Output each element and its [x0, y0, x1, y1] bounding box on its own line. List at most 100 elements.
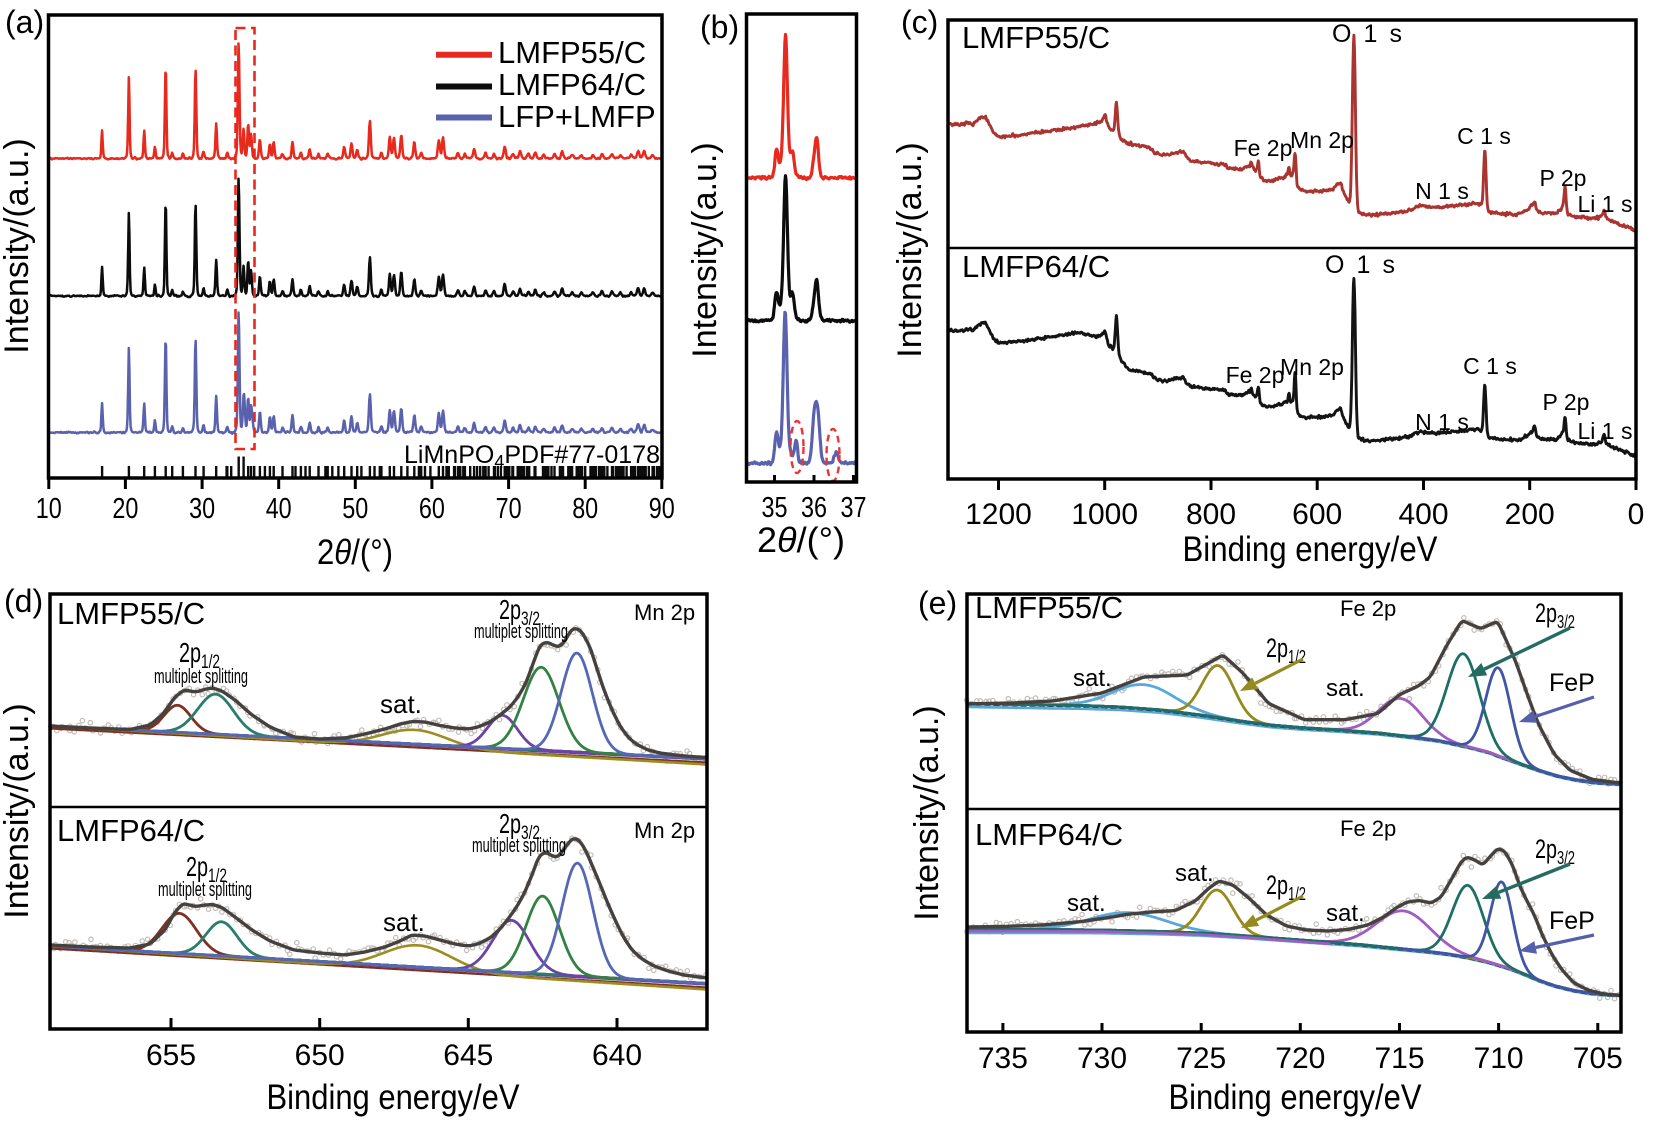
svg-text:1/2: 1/2	[201, 652, 220, 673]
svg-text:Mn 2p: Mn 2p	[1290, 127, 1354, 153]
svg-text:FeP: FeP	[1549, 669, 1595, 697]
svg-text:640: 640	[592, 1039, 642, 1072]
svg-text:1000: 1000	[1071, 498, 1138, 531]
svg-text:Intensity/(a.u.): Intensity/(a.u.)	[891, 142, 929, 357]
svg-text:715: 715	[1374, 1042, 1424, 1075]
svg-text:645: 645	[443, 1039, 493, 1072]
svg-text:725: 725	[1176, 1042, 1226, 1075]
svg-text:sat.: sat.	[1326, 675, 1365, 702]
svg-text:720: 720	[1275, 1042, 1325, 1075]
svg-text:70: 70	[496, 493, 522, 525]
svg-text:36: 36	[801, 492, 827, 524]
svg-text:730: 730	[1077, 1042, 1127, 1075]
svg-text:LiMnPO4PDF#77-0178: LiMnPO4PDF#77-0178	[404, 441, 660, 472]
svg-text:C 1 s: C 1 s	[1457, 123, 1511, 149]
svg-text:multiplet splitting: multiplet splitting	[474, 621, 568, 643]
svg-text:1/2: 1/2	[208, 866, 227, 887]
svg-text:60: 60	[419, 493, 445, 525]
svg-text:2p: 2p	[1266, 633, 1288, 663]
svg-text:LMFP64/C: LMFP64/C	[962, 249, 1110, 284]
svg-text:LMFP55/C: LMFP55/C	[57, 596, 205, 631]
svg-text:Li 1 s: Li 1 s	[1578, 418, 1633, 444]
svg-text:Intensity/(a.u.): Intensity/(a.u.)	[908, 705, 946, 920]
svg-text:P 2p: P 2p	[1543, 389, 1590, 415]
svg-text:(e): (e)	[918, 585, 957, 621]
svg-text:Li 1 s: Li 1 s	[1578, 191, 1633, 217]
svg-text:Mn 2p: Mn 2p	[1280, 354, 1344, 380]
svg-text:1/2: 1/2	[1288, 884, 1306, 904]
svg-text:400: 400	[1398, 498, 1448, 531]
svg-text:2p: 2p	[179, 637, 201, 668]
svg-text:2p: 2p	[499, 594, 521, 625]
svg-text:N 1 s: N 1 s	[1415, 178, 1469, 204]
svg-text:Binding energy/eV: Binding energy/eV	[1169, 1078, 1423, 1117]
svg-text:O 1 s: O 1 s	[1325, 251, 1395, 279]
svg-text:80: 80	[572, 493, 598, 525]
svg-text:Mn 2p: Mn 2p	[634, 818, 695, 843]
svg-text:30: 30	[189, 493, 215, 525]
svg-text:2p: 2p	[186, 851, 208, 882]
svg-text:(b): (b)	[700, 9, 739, 45]
svg-text:90: 90	[649, 493, 675, 525]
svg-text:600: 600	[1292, 498, 1342, 531]
svg-text:650: 650	[295, 1039, 345, 1072]
svg-text:2p: 2p	[1535, 834, 1557, 864]
svg-text:Fe 2p: Fe 2p	[1340, 596, 1396, 621]
svg-text:multiplet splitting: multiplet splitting	[158, 879, 252, 901]
svg-text:LMFP55/C: LMFP55/C	[975, 590, 1123, 625]
svg-text:LFP+LMFP: LFP+LMFP	[498, 99, 656, 134]
svg-text:705: 705	[1573, 1042, 1623, 1075]
svg-text:3/2: 3/2	[521, 609, 540, 630]
svg-text:20: 20	[112, 493, 138, 525]
svg-text:1/2: 1/2	[1288, 647, 1306, 667]
svg-text:2p: 2p	[499, 808, 521, 839]
svg-text:LMFP64/C: LMFP64/C	[498, 67, 646, 102]
svg-text:40: 40	[266, 493, 292, 525]
svg-text:10: 10	[36, 493, 62, 525]
svg-text:3/2: 3/2	[1557, 848, 1575, 868]
svg-text:2p: 2p	[1535, 598, 1557, 628]
svg-text:Binding energy/eV: Binding energy/eV	[267, 1078, 521, 1117]
svg-text:37: 37	[841, 492, 867, 524]
svg-text:multiplet splitting: multiplet splitting	[472, 835, 566, 857]
svg-text:3/2: 3/2	[521, 823, 540, 844]
svg-text:2θ/(°): 2θ/(°)	[757, 521, 845, 560]
svg-text:Intensity/(a.u.): Intensity/(a.u.)	[0, 138, 36, 353]
svg-text:Intensity/(a.u.): Intensity/(a.u.)	[0, 703, 36, 918]
svg-text:50: 50	[342, 493, 368, 525]
svg-text:LMFP55/C: LMFP55/C	[498, 35, 646, 70]
svg-text:0: 0	[1628, 498, 1645, 531]
svg-text:(c): (c)	[901, 4, 938, 40]
svg-text:Intensity/(a.u.): Intensity/(a.u.)	[686, 142, 724, 357]
svg-text:multiplet splitting: multiplet splitting	[154, 666, 248, 688]
svg-text:(a): (a)	[5, 4, 44, 40]
svg-text:Binding energy/eV: Binding energy/eV	[1183, 530, 1439, 569]
svg-text:2p: 2p	[1266, 870, 1288, 900]
svg-text:O 1 s: O 1 s	[1332, 20, 1402, 48]
svg-text:sat.: sat.	[1175, 860, 1214, 887]
svg-text:FeP: FeP	[1549, 907, 1595, 935]
svg-text:735: 735	[978, 1042, 1028, 1075]
svg-text:Fe 2p: Fe 2p	[1234, 135, 1293, 161]
svg-text:1200: 1200	[965, 498, 1032, 531]
svg-text:Mn 2p: Mn 2p	[634, 600, 695, 625]
svg-text:sat.: sat.	[383, 907, 425, 937]
svg-text:710: 710	[1474, 1042, 1524, 1075]
svg-text:P 2p: P 2p	[1540, 165, 1587, 191]
svg-text:sat.: sat.	[380, 689, 422, 719]
svg-text:sat.: sat.	[1073, 665, 1112, 692]
svg-text:N 1 s: N 1 s	[1415, 409, 1469, 435]
svg-text:(d): (d)	[4, 583, 43, 619]
svg-text:3/2: 3/2	[1557, 612, 1575, 632]
svg-text:200: 200	[1505, 498, 1555, 531]
svg-text:2θ/(°): 2θ/(°)	[317, 533, 393, 572]
svg-text:Fe 2p: Fe 2p	[1226, 362, 1285, 388]
svg-text:sat.: sat.	[1326, 900, 1365, 927]
svg-text:LMFP64/C: LMFP64/C	[57, 813, 205, 848]
svg-text:800: 800	[1186, 498, 1236, 531]
svg-text:35: 35	[762, 492, 788, 524]
svg-text:C 1 s: C 1 s	[1463, 353, 1517, 379]
svg-text:655: 655	[146, 1039, 196, 1072]
svg-text:LMFP64/C: LMFP64/C	[975, 817, 1123, 852]
svg-text:LMFP55/C: LMFP55/C	[962, 20, 1110, 55]
